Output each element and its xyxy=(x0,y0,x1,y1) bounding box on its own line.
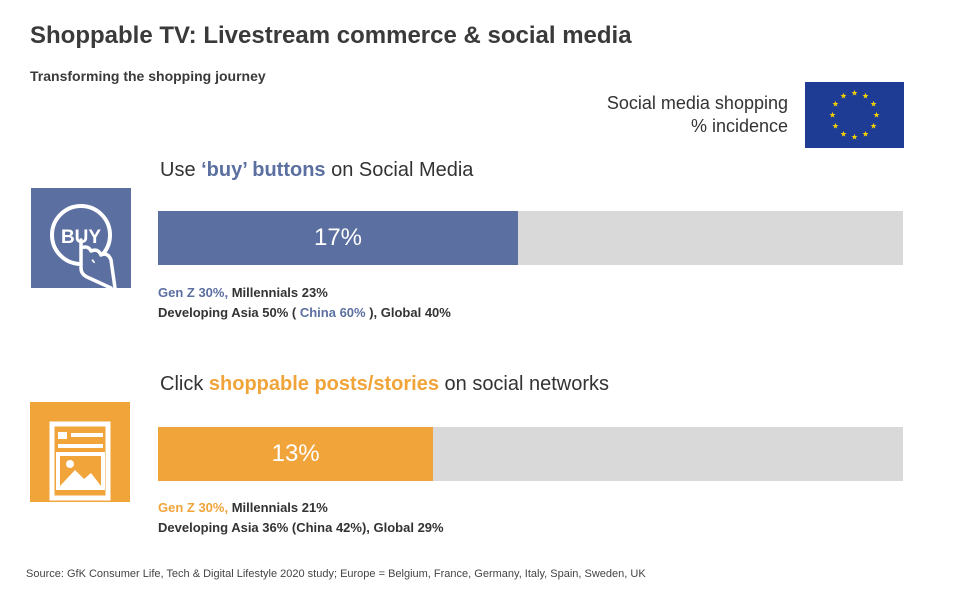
row-1-heading: Use ‘buy’ buttons on Social Media xyxy=(160,159,473,182)
row-1-details-line-2-pre: Developing Asia 50% ( xyxy=(158,305,300,320)
chart-title: Shoppable TV: Livestream commerce & soci… xyxy=(30,22,632,49)
row-1-details-highlight: Gen Z 30%, xyxy=(158,285,229,300)
flag-star-icon xyxy=(862,130,869,137)
row-2-heading-highlight: shoppable posts/stories xyxy=(208,373,439,395)
row-1-heading-pre: Use xyxy=(160,159,202,181)
row-1-heading-post: on Social Media xyxy=(325,159,474,181)
row-2-bar-track: 13% xyxy=(158,427,903,481)
legend-line-1: Social media shopping xyxy=(606,93,788,113)
flag-star-icon xyxy=(851,133,858,140)
chart-subtitle: Transforming the shopping journey xyxy=(30,68,266,84)
row-1-bar-fill xyxy=(158,211,518,265)
row-1-value-label: 17% xyxy=(313,224,363,251)
flag-star-icon xyxy=(840,130,847,137)
buy-button-hand-icon: BUY xyxy=(31,188,131,290)
row-2-details-line-1: Gen Z 30%, Millennials 21% xyxy=(158,498,444,518)
row-2-heading-post: on social networks xyxy=(438,373,610,395)
social-post-icon xyxy=(30,402,130,502)
flag-star-icon xyxy=(873,111,880,118)
flag-star-icon xyxy=(832,122,839,129)
row-2-details-line-2-pre: Developing Asia 36% (China 42%), Global … xyxy=(158,520,444,535)
row-2-heading-pre: Click xyxy=(160,373,209,395)
flag-star-icon xyxy=(851,89,858,96)
eu-flag-icon xyxy=(805,82,904,148)
row-1-details-line-2: Developing Asia 50% ( China 60% ), Globa… xyxy=(158,303,451,323)
row-1-details: Gen Z 30%, Millennials 23% Developing As… xyxy=(158,283,451,323)
row-1-details-line-2-highlight: China 60% xyxy=(299,305,366,320)
row-2-details-line-2: Developing Asia 36% (China 42%), Global … xyxy=(158,518,444,538)
row-2-value-label: 13% xyxy=(271,440,320,467)
legend-line-2: % incidence xyxy=(690,116,788,136)
flag-star-icon xyxy=(870,122,877,129)
flag-star-icon xyxy=(832,100,839,107)
source-note: Source: GfK Consumer Life, Tech & Digita… xyxy=(26,568,646,580)
row-1-details-line-2-post: ), Global 40% xyxy=(365,305,451,320)
row-2-details: Gen Z 30%, Millennials 21% Developing As… xyxy=(158,498,444,538)
row-1-details-line-1: Gen Z 30%, Millennials 23% xyxy=(158,283,451,303)
flag-star-icon xyxy=(840,92,847,99)
row-1-details-rest: Millennials 23% xyxy=(228,285,328,300)
flag-star-icon xyxy=(862,92,869,99)
legend-label: Social media shopping % incidence xyxy=(607,92,788,138)
row-2-details-highlight: Gen Z 30%, xyxy=(158,500,229,515)
row-1-bar-track: 17% xyxy=(158,211,903,265)
row-2-details-rest: Millennials 21% xyxy=(228,500,328,515)
flag-star-icon xyxy=(829,111,836,118)
row-1-heading-highlight: ‘buy’ buttons xyxy=(201,159,326,181)
row-2-bar-fill xyxy=(158,427,434,481)
flag-star-icon xyxy=(870,100,877,107)
svg-text:BUY: BUY xyxy=(61,227,101,248)
row-2-heading: Click shoppable posts/stories on social … xyxy=(160,373,609,396)
